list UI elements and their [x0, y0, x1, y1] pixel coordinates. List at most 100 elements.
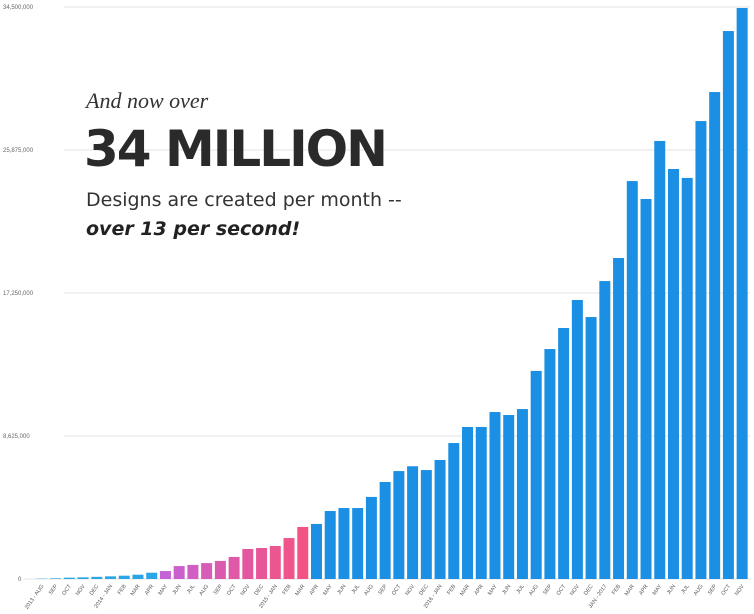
- bar: [489, 412, 501, 579]
- x-tick-label: JUN: [501, 584, 512, 596]
- bar: [297, 526, 309, 579]
- y-tick-label: 34,500,000: [3, 5, 34, 11]
- bar: [310, 523, 322, 579]
- bar: [132, 574, 144, 579]
- bar: [105, 576, 117, 579]
- bar: [146, 572, 158, 579]
- bar: [448, 443, 460, 579]
- x-tick-label: NOV: [569, 583, 581, 596]
- x-tick-label: MAR: [624, 584, 636, 597]
- bars: [36, 7, 748, 580]
- bar: [50, 578, 62, 579]
- bar: [228, 556, 240, 579]
- bar: [434, 459, 446, 579]
- x-tick-label: JUN: [666, 584, 677, 596]
- x-tick-label: OCT: [391, 583, 403, 596]
- x-tick-label: OCT: [720, 583, 732, 596]
- bar: [338, 508, 350, 579]
- bar: [462, 426, 474, 579]
- bar: [91, 576, 103, 579]
- x-tick-label: SEP: [542, 583, 553, 596]
- y-tick-label: 25,875,000: [3, 148, 34, 154]
- x-tick-label: JUN: [337, 584, 348, 596]
- bar: [118, 575, 130, 579]
- x-tick-label: AUG: [693, 584, 705, 597]
- bar: [709, 92, 721, 580]
- bar: [681, 177, 693, 579]
- x-tick-label: OCT: [61, 583, 73, 596]
- x-tick-label: DEC: [89, 584, 101, 597]
- x-tick-label: APR: [473, 584, 484, 597]
- x-tick-label: APR: [144, 584, 155, 597]
- bar: [379, 482, 391, 579]
- y-tick-label: 8,625,000: [3, 434, 30, 440]
- bar: [736, 7, 748, 579]
- x-tick-label: AUG: [363, 584, 375, 597]
- bar: [503, 415, 515, 579]
- annotation: And now over: [84, 88, 209, 113]
- bar: [393, 471, 405, 579]
- x-tick-label: DEC: [583, 584, 595, 597]
- bar: [640, 198, 652, 579]
- x-tick-label: FEB: [611, 583, 622, 595]
- bar: [242, 548, 254, 579]
- x-tick-label: NOV: [75, 583, 87, 596]
- bar: [201, 563, 213, 579]
- x-tick-label: MAY: [158, 583, 170, 596]
- x-tick-label: APR: [638, 584, 649, 597]
- bar: [599, 281, 611, 579]
- x-tick-label: NOV: [240, 583, 252, 596]
- bar: [269, 546, 281, 579]
- bar: [544, 349, 556, 579]
- bar: [530, 370, 542, 579]
- bar: [187, 564, 199, 579]
- bar: [324, 511, 336, 579]
- x-tick-label: JUL: [186, 584, 197, 595]
- bar: [516, 409, 528, 579]
- x-tick-label: MAR: [294, 584, 306, 597]
- x-tick-label: APR: [309, 584, 320, 597]
- bar: [420, 470, 432, 579]
- x-tick-label: OCT: [226, 583, 238, 596]
- x-tick-label: MAR: [459, 584, 471, 597]
- bar: [475, 426, 487, 579]
- x-tick-label: SEP: [378, 583, 389, 596]
- annotation: 34 MILLION: [84, 120, 386, 178]
- x-tick-label: MAY: [652, 583, 664, 596]
- x-tick-label: JUL: [680, 584, 691, 595]
- x-tick-label: SEP: [707, 583, 718, 596]
- x-tick-label: DEC: [418, 584, 430, 597]
- bar: [159, 571, 171, 579]
- bar: [667, 168, 679, 579]
- bar: [654, 140, 666, 579]
- x-tick-label: AUG: [199, 584, 211, 597]
- x-tick-label: OCT: [556, 583, 568, 596]
- bar: [571, 299, 583, 579]
- y-tick-label: 17,250,000: [3, 291, 34, 297]
- bar: [695, 121, 707, 579]
- bar: [407, 466, 419, 579]
- bar: [77, 577, 89, 579]
- x-tick-label: AUG: [528, 584, 540, 597]
- x-tick-label: DEC: [254, 584, 266, 597]
- x-tick-label: SEP: [48, 583, 59, 596]
- x-tick-label: NOV: [404, 583, 416, 596]
- annotation: over 13 per second!: [86, 218, 300, 240]
- bar: [613, 258, 625, 579]
- bar: [722, 31, 734, 579]
- x-tick-label: NOV: [734, 583, 746, 596]
- bar: [214, 560, 226, 579]
- x-tick-label: JUL: [516, 584, 527, 595]
- x-tick-label: SEP: [213, 583, 224, 596]
- bar: [365, 496, 377, 579]
- bar: [283, 538, 295, 579]
- bar: [256, 547, 268, 579]
- x-tick-label: FEB: [446, 583, 457, 595]
- x-tick-label: 2013 - AUG: [24, 584, 45, 611]
- bar: [63, 577, 75, 579]
- x-tick-label: MAY: [487, 583, 499, 596]
- x-tick-label: JUN: [172, 584, 183, 596]
- x-tick-label: JUL: [351, 584, 362, 595]
- bar: [352, 508, 364, 579]
